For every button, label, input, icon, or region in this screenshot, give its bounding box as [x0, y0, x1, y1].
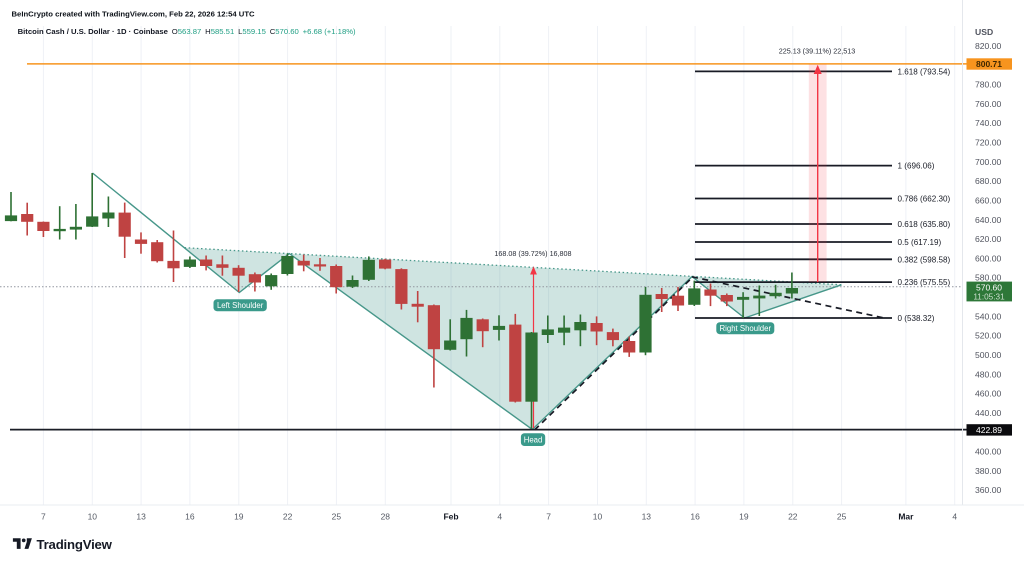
svg-text:7: 7	[546, 512, 551, 522]
svg-text:Head: Head	[524, 436, 543, 445]
svg-text:Bitcoin Cash / U.S. Dollar · 1: Bitcoin Cash / U.S. Dollar · 1D · Coinba…	[18, 27, 356, 36]
svg-text:820.00: 820.00	[975, 41, 1002, 51]
svg-text:480.00: 480.00	[975, 369, 1002, 379]
svg-text:11:05:31: 11:05:31	[973, 292, 1005, 301]
svg-text:0.618 (635.80): 0.618 (635.80)	[898, 220, 951, 229]
svg-text:25: 25	[837, 512, 847, 522]
svg-text:Right Shoulder: Right Shoulder	[720, 324, 772, 333]
svg-text:720.00: 720.00	[975, 138, 1002, 148]
svg-text:640.00: 640.00	[975, 215, 1002, 225]
svg-text:16: 16	[690, 512, 700, 522]
svg-text:600.00: 600.00	[975, 253, 1002, 263]
svg-text:10: 10	[88, 512, 98, 522]
svg-text:Left Shoulder: Left Shoulder	[217, 301, 264, 310]
svg-text:760.00: 760.00	[975, 99, 1002, 109]
svg-text:0.786 (662.30): 0.786 (662.30)	[898, 195, 951, 204]
svg-text:540.00: 540.00	[975, 311, 1002, 321]
svg-text:460.00: 460.00	[975, 389, 1002, 399]
svg-text:500.00: 500.00	[975, 350, 1002, 360]
svg-text:4: 4	[497, 512, 502, 522]
svg-text:680.00: 680.00	[975, 176, 1002, 186]
svg-text:620.00: 620.00	[975, 234, 1002, 244]
svg-text:0.5 (617.19): 0.5 (617.19)	[898, 238, 942, 247]
svg-text:0.236 (575.55): 0.236 (575.55)	[898, 278, 951, 287]
svg-text:13: 13	[642, 512, 652, 522]
svg-text:4: 4	[952, 512, 957, 522]
svg-text:0 (538.32): 0 (538.32)	[898, 314, 935, 323]
svg-text:580.00: 580.00	[975, 273, 1002, 283]
svg-text:422.89: 422.89	[976, 425, 1002, 435]
svg-text:22: 22	[283, 512, 293, 522]
svg-text:400.00: 400.00	[975, 447, 1002, 457]
svg-text:520.00: 520.00	[975, 331, 1002, 341]
svg-text:BeInCrypto created with Tradin: BeInCrypto created with TradingView.com,…	[12, 9, 256, 18]
svg-text:28: 28	[381, 512, 391, 522]
svg-text:Mar: Mar	[898, 512, 914, 522]
svg-text:22: 22	[788, 512, 798, 522]
svg-text:780.00: 780.00	[975, 80, 1002, 90]
svg-text:Feb: Feb	[443, 512, 458, 522]
svg-text:0.382 (598.58): 0.382 (598.58)	[898, 255, 951, 264]
svg-text:19: 19	[739, 512, 749, 522]
svg-text:1 (696.06): 1 (696.06)	[898, 162, 935, 171]
svg-text:19: 19	[234, 512, 244, 522]
svg-text:168.08 (39.72%) 16,808: 168.08 (39.72%) 16,808	[494, 249, 571, 258]
svg-text:660.00: 660.00	[975, 195, 1002, 205]
svg-text:800.71: 800.71	[976, 59, 1002, 69]
svg-text:360.00: 360.00	[975, 485, 1002, 495]
svg-text:700.00: 700.00	[975, 157, 1002, 167]
svg-text:10: 10	[593, 512, 603, 522]
svg-text:25: 25	[332, 512, 342, 522]
svg-text:1.618 (793.54): 1.618 (793.54)	[898, 67, 951, 76]
svg-text:225.13 (39.11%) 22,513: 225.13 (39.11%) 22,513	[779, 47, 856, 56]
svg-text:570.60: 570.60	[976, 282, 1002, 292]
svg-text:7: 7	[41, 512, 46, 522]
svg-text:740.00: 740.00	[975, 118, 1002, 128]
svg-text:USD: USD	[975, 27, 993, 37]
svg-text:440.00: 440.00	[975, 408, 1002, 418]
svg-text:TradingView: TradingView	[37, 537, 113, 552]
svg-text:380.00: 380.00	[975, 466, 1002, 476]
svg-text:16: 16	[185, 512, 195, 522]
svg-text:13: 13	[136, 512, 146, 522]
